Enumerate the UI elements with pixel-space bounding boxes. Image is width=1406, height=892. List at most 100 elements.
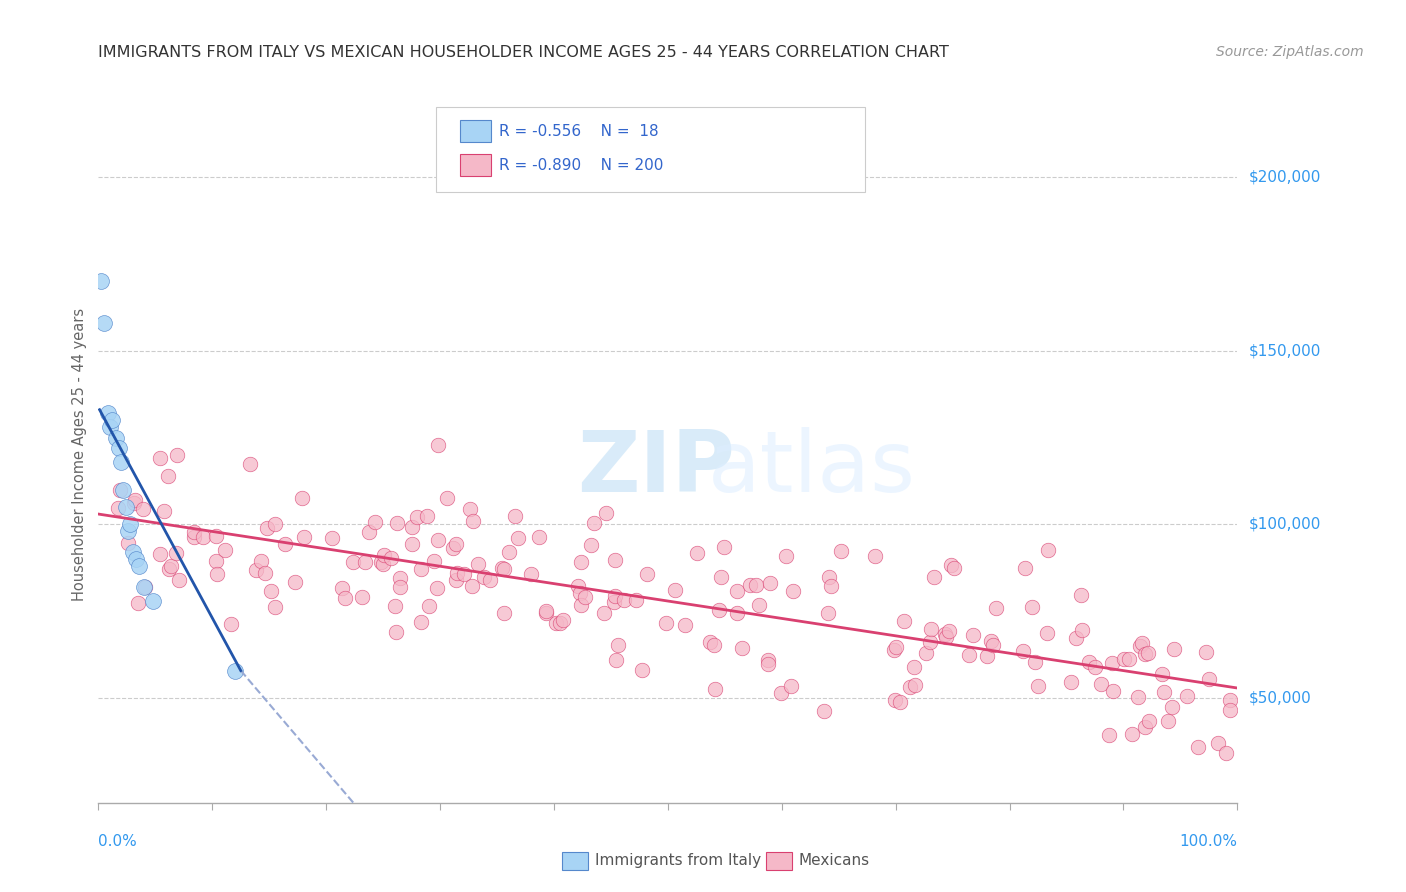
Point — [740, 578, 762, 592]
Point — [350, 591, 373, 605]
Point — [934, 627, 956, 641]
Point — [1036, 625, 1059, 640]
Point — [467, 557, 489, 571]
Point — [976, 648, 998, 663]
Point — [962, 628, 984, 642]
Point — [1084, 660, 1107, 674]
Point — [142, 594, 165, 608]
Point — [569, 555, 592, 569]
Point — [1152, 667, 1174, 681]
Point — [664, 583, 686, 598]
Text: Immigrants from Italy: Immigrants from Italy — [595, 854, 761, 868]
Point — [264, 517, 287, 532]
Point — [935, 630, 957, 644]
Point — [98, 420, 121, 434]
Point — [1024, 655, 1046, 669]
Point — [593, 606, 616, 620]
Point — [1133, 720, 1156, 734]
Point — [409, 562, 432, 576]
Point — [782, 583, 804, 598]
Point — [1012, 643, 1035, 657]
Point — [183, 529, 205, 543]
Point — [401, 537, 423, 551]
Point — [904, 678, 927, 692]
Point — [673, 618, 696, 632]
Point — [446, 537, 468, 551]
Point — [461, 579, 484, 593]
Point — [444, 573, 467, 587]
Point — [519, 566, 541, 581]
Point — [980, 633, 1002, 648]
Point — [436, 491, 458, 505]
Point — [865, 549, 887, 563]
Point — [636, 567, 658, 582]
Point — [527, 530, 550, 544]
Point — [1060, 675, 1083, 690]
Point — [427, 437, 450, 451]
Point — [149, 450, 172, 465]
Point — [90, 274, 112, 288]
Point — [250, 554, 273, 568]
Point — [1038, 542, 1060, 557]
Text: $150,000: $150,000 — [1249, 343, 1320, 358]
Point — [553, 613, 575, 627]
Point — [889, 695, 911, 709]
Point — [631, 663, 654, 677]
Point — [704, 682, 727, 697]
Point — [160, 559, 183, 574]
Point — [569, 598, 592, 612]
Point — [1070, 588, 1092, 602]
Point — [423, 554, 446, 568]
Point — [239, 457, 262, 471]
Point — [534, 606, 557, 620]
Point — [494, 607, 516, 621]
Point — [1219, 693, 1241, 707]
Point — [104, 430, 127, 444]
Point — [939, 558, 962, 572]
Point — [579, 538, 602, 552]
Point — [709, 570, 731, 584]
Point — [938, 624, 960, 639]
Point — [624, 592, 647, 607]
Point — [128, 559, 150, 574]
Point — [401, 520, 423, 534]
Point — [707, 602, 730, 616]
Point — [1137, 714, 1160, 728]
Text: R = -0.556    N =  18: R = -0.556 N = 18 — [499, 124, 659, 138]
Point — [342, 555, 364, 569]
Point — [492, 562, 515, 576]
Point — [260, 584, 283, 599]
Point — [416, 508, 439, 523]
Point — [204, 529, 226, 543]
Point — [915, 646, 938, 660]
Point — [498, 544, 520, 558]
Point — [132, 502, 155, 516]
Text: $200,000: $200,000 — [1249, 169, 1320, 184]
Point — [153, 504, 176, 518]
Point — [330, 581, 353, 595]
Point — [110, 455, 132, 469]
Point — [114, 500, 136, 514]
Point — [156, 469, 179, 483]
Point — [121, 545, 143, 559]
Point — [134, 580, 156, 594]
Point — [918, 635, 941, 649]
Point — [725, 606, 748, 620]
Point — [371, 557, 394, 571]
Point — [745, 578, 768, 592]
Point — [474, 570, 496, 584]
Point — [384, 599, 406, 613]
Point — [446, 566, 468, 581]
Text: Mexicans: Mexicans — [799, 854, 870, 868]
Point — [1137, 647, 1160, 661]
Point — [108, 441, 131, 455]
Point — [1118, 652, 1140, 666]
Point — [1156, 714, 1178, 728]
Point — [224, 664, 246, 678]
Point — [981, 638, 1004, 652]
Point — [1175, 690, 1198, 704]
Point — [183, 524, 205, 539]
Point — [727, 584, 749, 599]
Point — [779, 679, 801, 693]
Point — [157, 561, 180, 575]
